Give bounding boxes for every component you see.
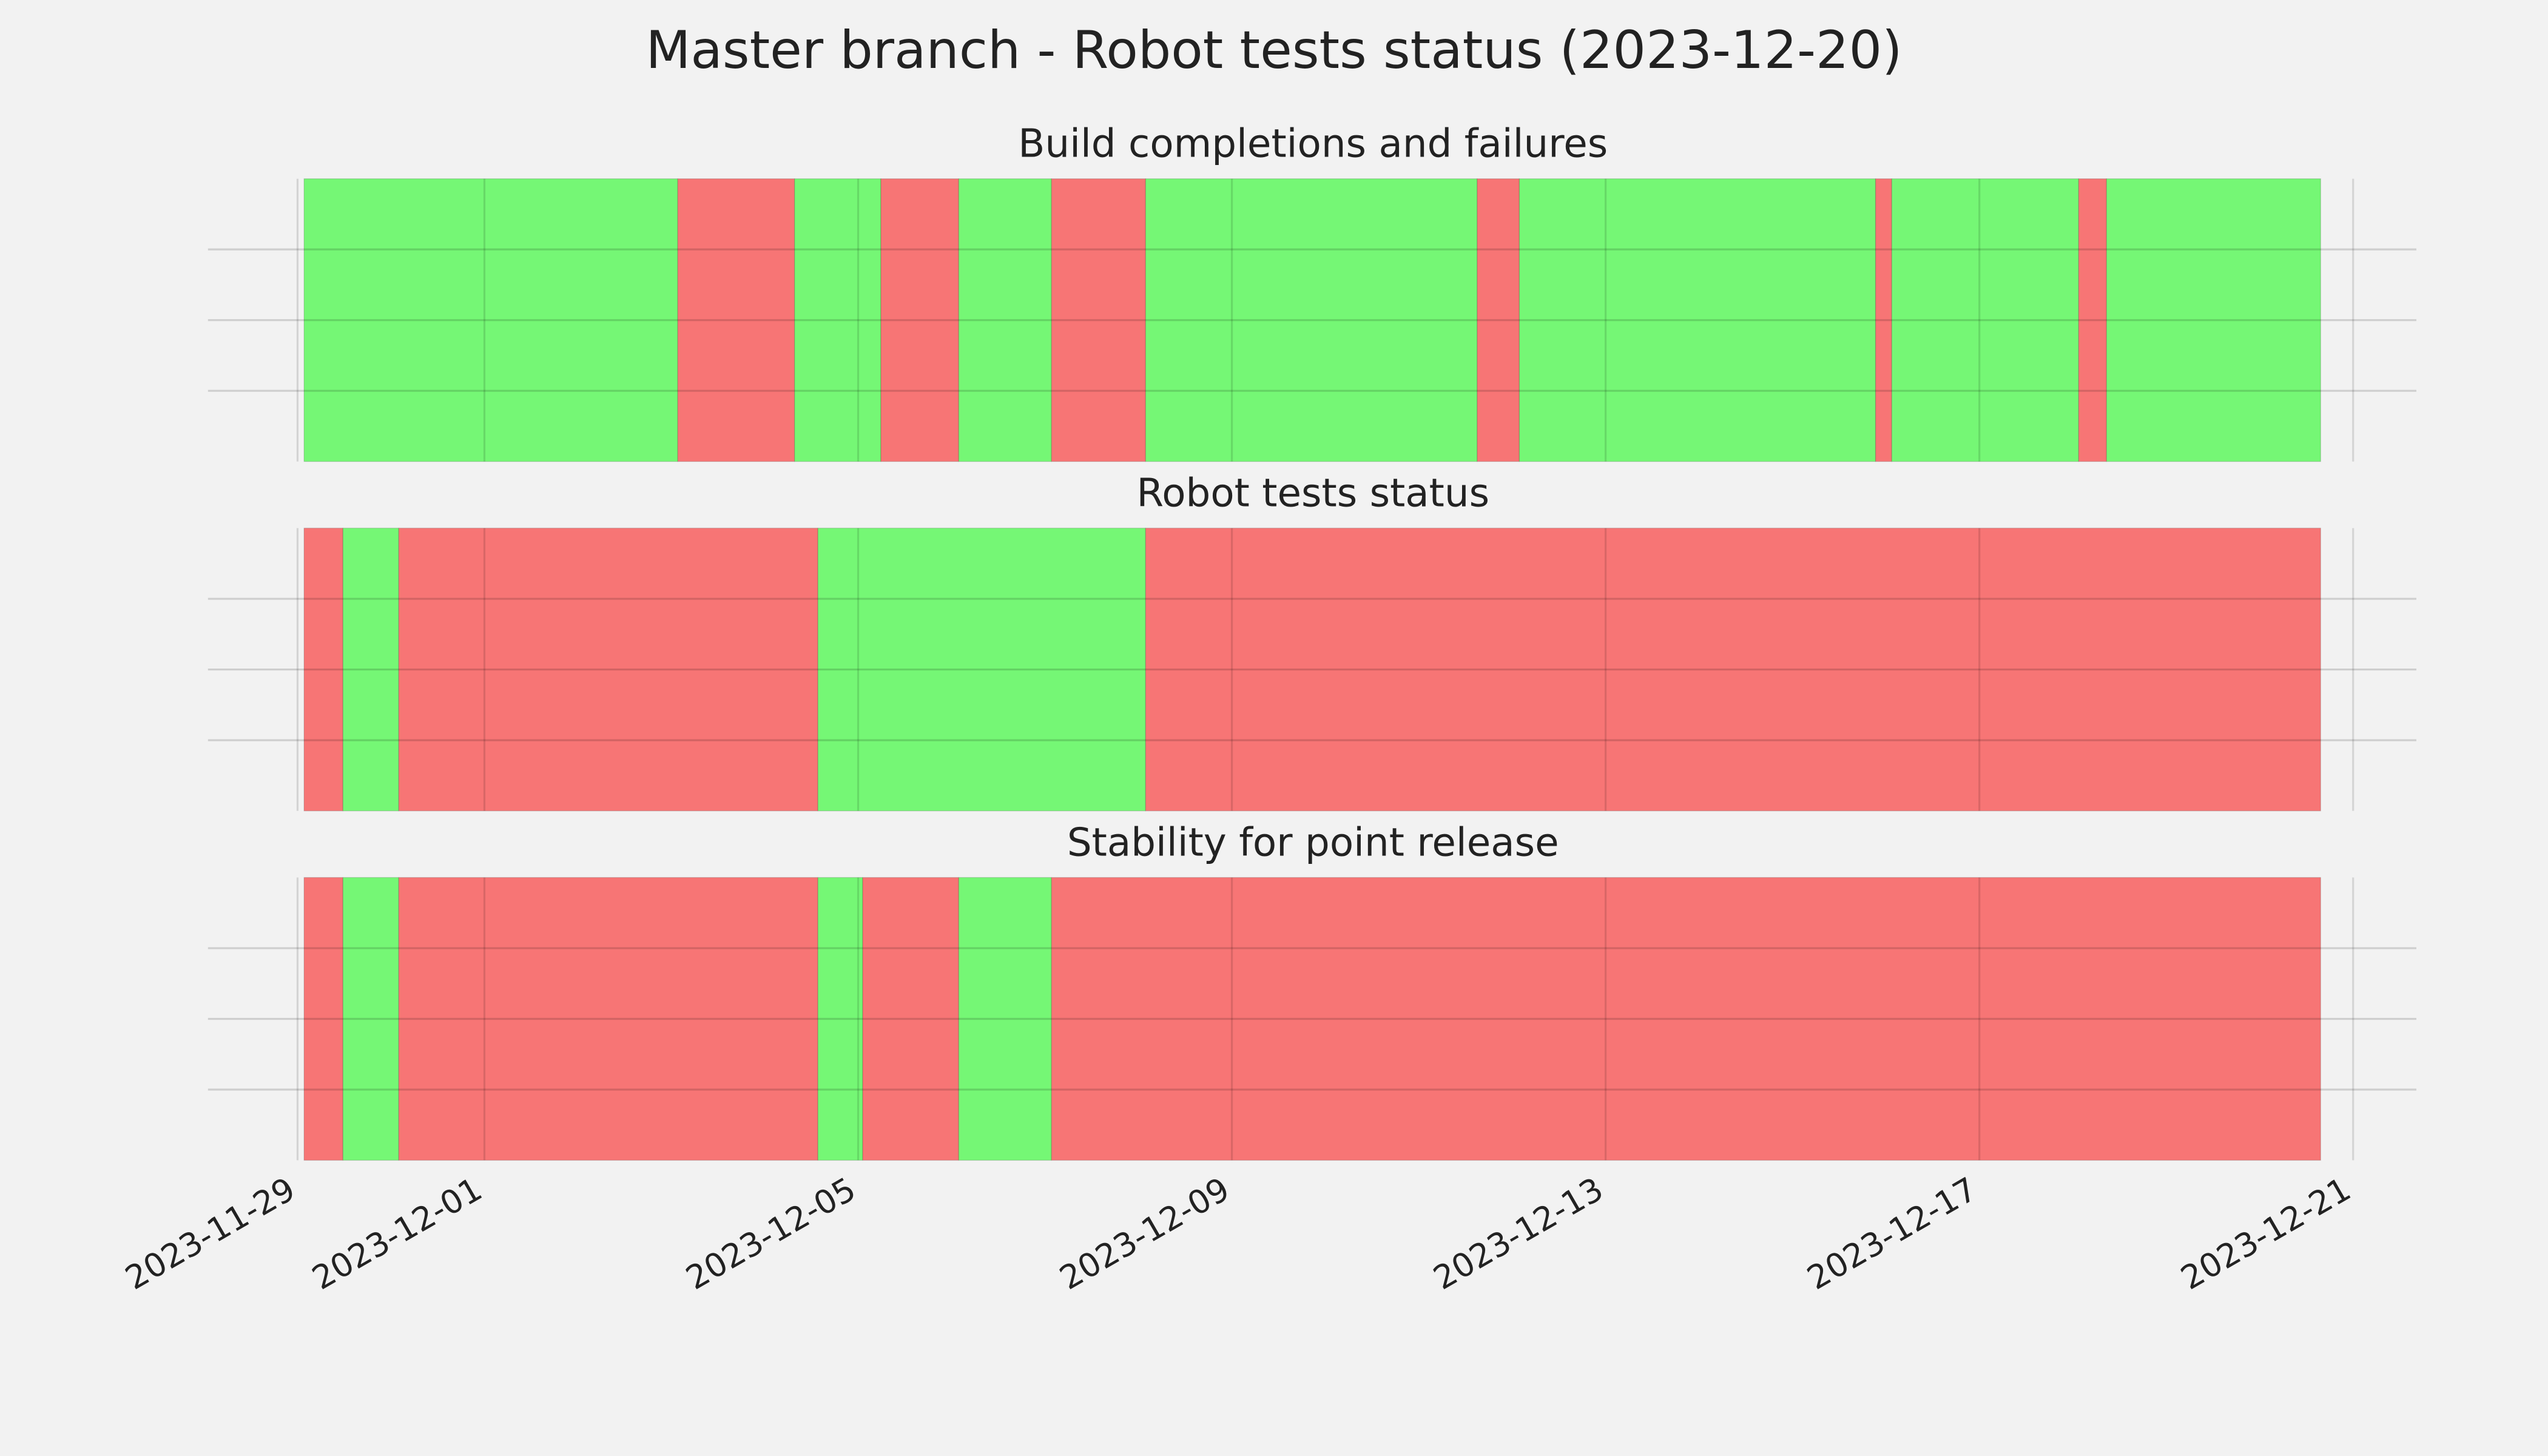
status-segment: [817, 877, 863, 1161]
status-segment: [794, 178, 881, 462]
status-segment: [880, 178, 959, 462]
status-segment: [958, 877, 1052, 1161]
status-segment: [1145, 527, 2321, 812]
chart-title: Master branch - Robot tests status (2023…: [645, 20, 1902, 81]
panel-title: Build completions and failures: [1018, 121, 1608, 167]
status-segment: [1891, 178, 2080, 462]
status-segment: [817, 527, 1147, 812]
status-segment: [1051, 178, 1147, 462]
status-segment: [2078, 178, 2108, 462]
panel-title: Robot tests status: [1136, 471, 1489, 516]
status-segment: [342, 877, 399, 1161]
status-segment: [862, 877, 959, 1161]
status-segment: [342, 527, 399, 812]
status-segment: [398, 877, 818, 1161]
status-segment: [1477, 178, 1520, 462]
status-segment: [303, 178, 678, 462]
status-segment: [1145, 178, 1478, 462]
status-segment: [1051, 877, 2321, 1161]
status-segment: [958, 178, 1052, 462]
status-segment: [303, 527, 343, 812]
status-segment: [1518, 178, 1876, 462]
status-segment: [2106, 178, 2321, 462]
status-segment: [677, 178, 795, 462]
status-segment: [398, 527, 818, 812]
status-segment: [1875, 178, 1892, 462]
panel-title: Stability for point release: [1067, 820, 1559, 865]
